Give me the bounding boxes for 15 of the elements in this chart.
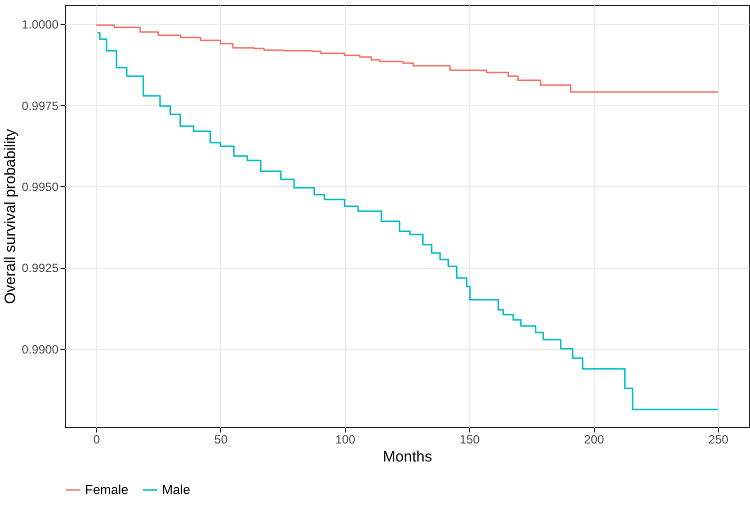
x-tick-label: 50: [214, 432, 228, 446]
x-tick-label: 0: [93, 432, 100, 446]
x-tick-label: 100: [335, 432, 356, 446]
legend-label: Female: [85, 482, 128, 497]
y-axis-title: Overall survival probability: [2, 128, 19, 304]
x-tick-label: 250: [708, 432, 729, 446]
x-tick-label: 150: [460, 432, 480, 446]
y-tick-label: 0.9925: [22, 261, 59, 276]
y-tick-label: 0.9975: [22, 98, 59, 113]
y-tick-label: 0.9950: [22, 180, 59, 194]
x-axis-title: Months: [382, 448, 432, 466]
y-tick-label: 0.9900: [22, 342, 59, 356]
y-tick-label: 1.0000: [22, 18, 59, 32]
x-tick-label: 200: [584, 432, 604, 446]
legend-label: Male: [162, 482, 190, 497]
